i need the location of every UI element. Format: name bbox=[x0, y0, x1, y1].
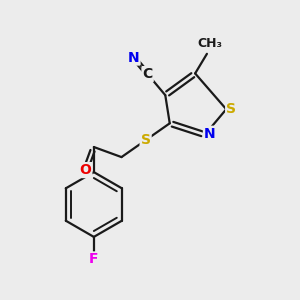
Text: S: S bbox=[141, 133, 151, 147]
Text: CH₃: CH₃ bbox=[197, 37, 222, 50]
Text: O: O bbox=[80, 163, 92, 177]
Text: C: C bbox=[142, 67, 153, 81]
Text: F: F bbox=[89, 253, 99, 266]
Text: S: S bbox=[226, 102, 236, 116]
Text: N: N bbox=[128, 51, 140, 64]
Text: N: N bbox=[204, 127, 216, 141]
